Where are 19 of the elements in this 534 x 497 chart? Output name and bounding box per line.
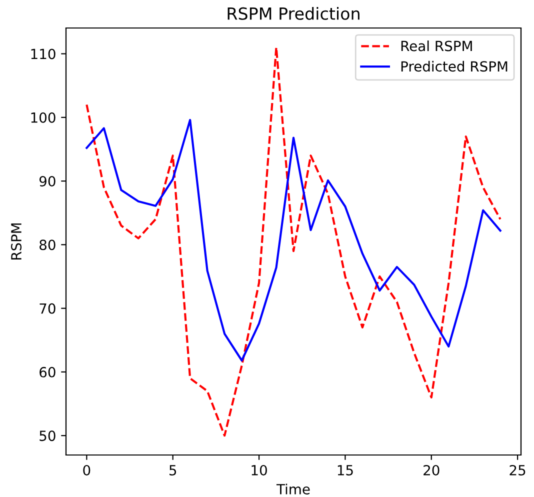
- y-tick-label: 70: [40, 303, 56, 314]
- y-tick-label: 50: [40, 430, 56, 442]
- x-tick-label: 0: [83, 464, 90, 476]
- x-axis-title: Time: [276, 484, 310, 494]
- y-tick-label: 90: [39, 176, 56, 187]
- x-tick-label: 20: [424, 464, 440, 476]
- line-series: [86, 118, 502, 362]
- y-axis-title: RSPM: [11, 223, 22, 260]
- chart-title: RSPM Prediction: [228, 7, 360, 20]
- legend-label: Predicted RSPM: [401, 60, 508, 72]
- x-tick-label: 25: [510, 464, 526, 476]
- x-tick-label: 5: [170, 465, 176, 476]
- x-tick-label: 10: [252, 464, 267, 476]
- y-tick-label: 60: [40, 366, 56, 378]
- y-tick-label: 110: [31, 48, 56, 60]
- y-tick-label: 80: [40, 240, 56, 250]
- y-tick-label: 100: [31, 112, 56, 123]
- legend-label: Real RSPM: [401, 40, 472, 52]
- x-tick-label: 15: [338, 465, 353, 476]
